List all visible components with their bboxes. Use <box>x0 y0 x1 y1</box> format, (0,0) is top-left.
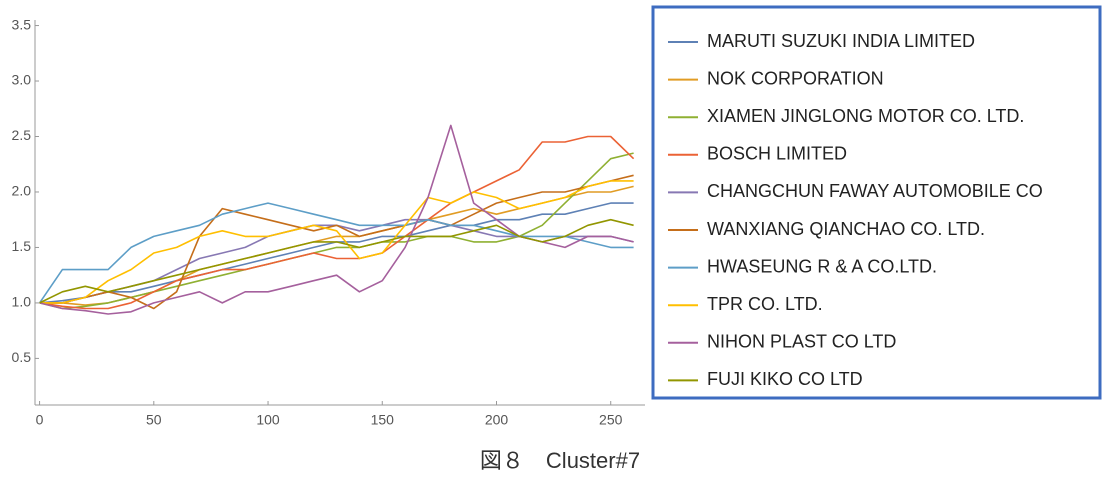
series-line <box>38 202 634 304</box>
legend-box <box>651 5 1102 400</box>
legend-label: WANXIANG QIANCHAO CO. LTD. <box>707 219 985 239</box>
legend-label: BOSCH LIMITED <box>707 144 847 164</box>
series-line <box>39 174 634 310</box>
y-tick-label: 3.5 <box>12 16 32 32</box>
y-tick-label: 2.5 <box>12 127 32 143</box>
series-line <box>39 218 634 304</box>
legend-label: CHANGCHUN FAWAY AUTOMOBILE CO <box>707 181 1043 201</box>
x-tick-label: 50 <box>146 412 162 428</box>
x-tick-label: 150 <box>371 412 395 428</box>
y-tick-label: 1.0 <box>12 294 32 310</box>
x-tick-label: 100 <box>256 412 280 428</box>
caption: 図８ Cluster#7 <box>480 448 640 473</box>
y-tick-label: 3.0 <box>12 72 32 88</box>
legend-label: XIAMEN JINGLONG MOTOR CO. LTD. <box>707 106 1024 126</box>
legend-label: TPR CO. LTD. <box>707 294 823 314</box>
x-tick-label: 0 <box>36 412 44 428</box>
series-line <box>39 218 634 304</box>
legend-label: HWASEUNG R & A CO.LTD. <box>707 256 937 276</box>
series-line <box>39 152 634 310</box>
x-tick-label: 250 <box>599 412 623 428</box>
x-tick-label: 200 <box>485 412 509 428</box>
legend-label: FUJI KIKO CO LTD <box>707 369 863 389</box>
legend-label: NOK CORPORATION <box>707 68 884 88</box>
legend-label: MARUTI SUZUKI INDIA LIMITED <box>707 31 975 51</box>
series-line <box>39 180 634 304</box>
y-tick-label: 0.5 <box>12 349 32 365</box>
legend-label: NIHON PLAST CO LTD <box>707 332 896 352</box>
series-line <box>39 202 634 304</box>
y-tick-label: 1.5 <box>12 238 32 254</box>
y-tick-label: 2.0 <box>12 183 32 199</box>
series-line <box>39 135 635 310</box>
